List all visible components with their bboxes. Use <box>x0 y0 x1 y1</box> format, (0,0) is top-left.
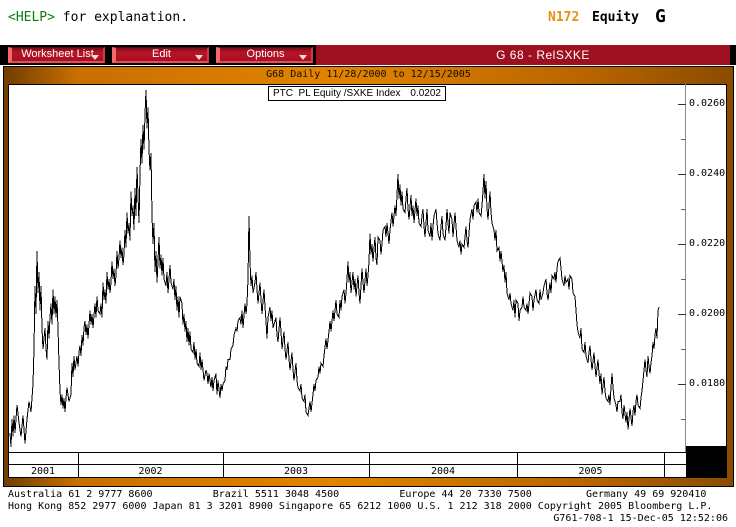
legend-series-label: PTC PL Equity /SXKE Index <box>273 88 401 99</box>
worksheet-list-label: Worksheet List <box>21 48 94 60</box>
chart-function-title: G 68 - RelSXKE <box>496 48 590 62</box>
footer-terminal-id: G761-708-1 15-Dec-05 12:52:06 <box>553 513 728 524</box>
panel-code: N172 <box>548 10 580 25</box>
chart-plot-area[interactable] <box>8 84 727 478</box>
footer-phone-line-2: Hong Kong 852 2977 6000 Japan 81 3 3201 … <box>8 501 713 512</box>
worksheet-list-button[interactable]: Worksheet List <box>8 47 105 63</box>
dropdown-arrow-icon <box>299 55 307 60</box>
chart-title-bar: G68 Daily 11/28/2000 to 12/15/2005 <box>266 69 471 80</box>
options-button[interactable]: Options <box>216 47 313 63</box>
edit-button[interactable]: Edit <box>112 47 209 63</box>
function-key-label: G <box>655 6 666 27</box>
help-key: <HELP> <box>8 10 55 25</box>
edit-label: Edit <box>152 48 171 60</box>
y-axis-line <box>685 84 686 452</box>
chart-legend: PTC PL Equity /SXKE Index 0.0202 <box>268 86 446 101</box>
terminal-hint-line: <HELP> for explanation. <box>8 10 188 25</box>
dropdown-arrow-icon <box>195 55 203 60</box>
footer-phone-line-1: Australia 61 2 9777 8600 Brazil 5511 304… <box>8 489 707 500</box>
options-label: Options <box>246 48 285 60</box>
dropdown-arrow-icon <box>91 55 99 60</box>
bottom-right-black-box <box>686 446 727 477</box>
market-sector-label: Equity <box>592 10 639 25</box>
legend-last-value: 0.0202 <box>410 88 441 99</box>
menu-title-band <box>316 45 730 65</box>
help-text: for explanation. <box>54 10 189 25</box>
